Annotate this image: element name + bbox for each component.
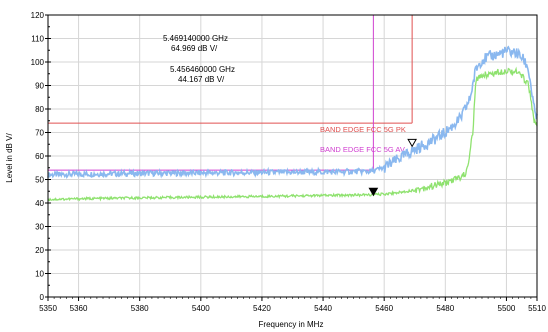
- y-tick-label: 120: [31, 11, 45, 20]
- y-tick-label: 80: [35, 105, 44, 114]
- marker-level: 64.969 dB V/: [171, 44, 218, 53]
- x-tick-label: 5360: [70, 304, 88, 313]
- y-tick-label: 10: [35, 270, 44, 279]
- series-traces: [47, 45, 538, 202]
- grid: [48, 15, 537, 297]
- y-tick-label: 0: [40, 293, 45, 302]
- x-tick-label: 5500: [498, 304, 516, 313]
- x-tick-label: 5440: [314, 304, 332, 313]
- y-axis-title: Level in dB V/: [5, 133, 14, 183]
- y-tick-label: 30: [35, 223, 44, 232]
- y-tick-label: 60: [35, 152, 44, 161]
- series-trace: [47, 66, 538, 202]
- y-tick-label: 100: [31, 58, 45, 67]
- y-tick-label: 90: [35, 82, 44, 91]
- x-tick-label: 5510: [528, 304, 546, 313]
- marker-triangle: [407, 138, 417, 148]
- limit-line-label: BAND EDGE FCC 5G AV: [320, 145, 405, 154]
- x-tick-label: 5380: [131, 304, 149, 313]
- y-tick-label: 50: [35, 176, 44, 185]
- marker-triangle: [368, 187, 379, 197]
- marker-frequency: 5.456460000 GHz: [170, 65, 235, 74]
- series-trace: [47, 45, 538, 179]
- x-tick-label: 5460: [375, 304, 393, 313]
- x-tick-label: 5400: [192, 304, 210, 313]
- x-axis-title: Frequency in MHz: [259, 320, 324, 329]
- y-tick-label: 20: [35, 246, 44, 255]
- marker-level: 44.167 dB V/: [178, 75, 225, 84]
- axes: 0 10 20 30 40 50 60 70 80 90 100 110 120 5350 5360 5380…: [31, 11, 547, 313]
- limit-line-label: BAND EDGE FCC 5G PK: [320, 125, 406, 134]
- y-tick-label: 70: [35, 129, 44, 138]
- x-tick-label: 5480: [436, 304, 454, 313]
- x-tick-label: 5420: [253, 304, 271, 313]
- marker-frequency: 5.469140000 GHz: [163, 34, 228, 43]
- y-tick-label: 40: [35, 199, 44, 208]
- y-tick-label: 110: [31, 35, 44, 44]
- x-tick-label: 5350: [39, 304, 57, 313]
